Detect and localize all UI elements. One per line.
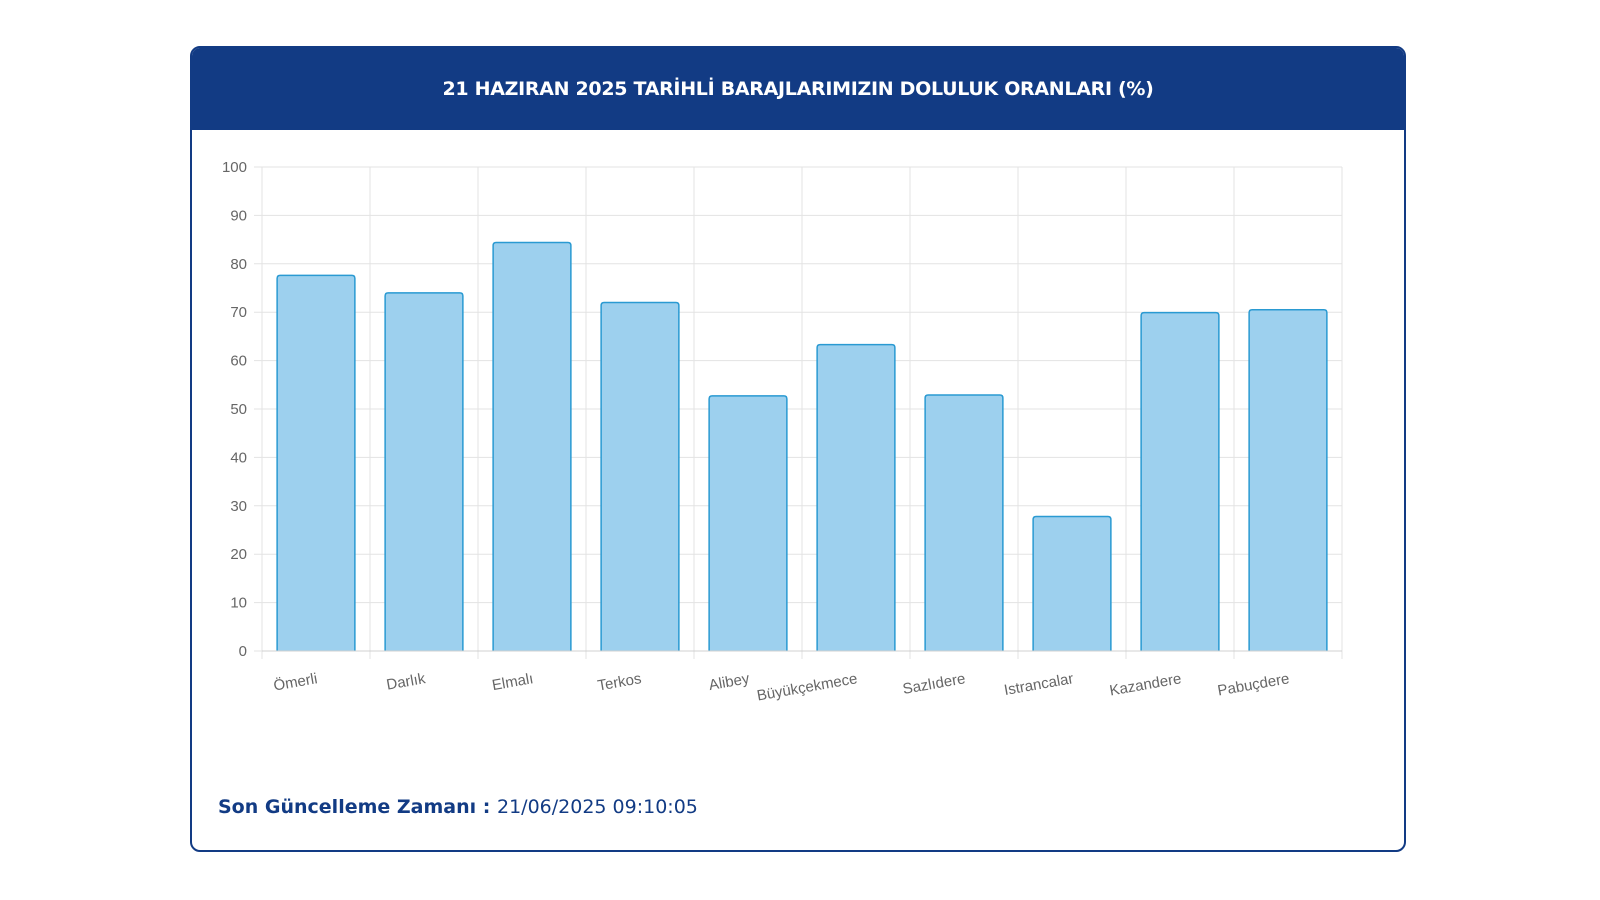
bar-fill xyxy=(1033,516,1111,651)
y-tick-label: 80 xyxy=(230,256,247,273)
bar-fill xyxy=(817,344,895,651)
bar-fill xyxy=(925,394,1003,651)
y-tick-label: 50 xyxy=(230,401,247,418)
x-tick-label: Büyükçekmece xyxy=(756,670,859,704)
bar-fill xyxy=(1249,309,1327,651)
bar xyxy=(276,274,356,651)
bar xyxy=(1140,311,1220,651)
y-tick-label: 90 xyxy=(230,207,247,224)
y-tick-label: 30 xyxy=(230,498,247,515)
bar xyxy=(1248,309,1328,651)
x-tick-label: Alibey xyxy=(708,670,752,694)
last-update-value: 21/06/2025 09:10:05 xyxy=(496,796,698,818)
bar xyxy=(708,395,788,651)
bar xyxy=(600,301,680,651)
chart-title: 21 HAZIRAN 2025 TARİHLİ BARAJLARIMIZIN D… xyxy=(442,78,1154,100)
y-tick-label: 40 xyxy=(230,449,247,466)
chart-card: 21 HAZIRAN 2025 TARİHLİ BARAJLARIMIZIN D… xyxy=(190,46,1406,852)
y-tick-label: 100 xyxy=(222,159,247,176)
bar-fill xyxy=(709,395,787,651)
bar-fill xyxy=(277,275,355,651)
x-tick-label: Sazlıdere xyxy=(901,670,966,698)
last-update: Son Güncelleme Zamanı : 21/06/2025 09:10… xyxy=(218,796,698,818)
x-tick-label: Elmalı xyxy=(491,670,535,694)
x-tick-label: Terkos xyxy=(596,670,642,694)
y-tick-label: 70 xyxy=(230,304,247,321)
card-header: 21 HAZIRAN 2025 TARİHLİ BARAJLARIMIZIN D… xyxy=(192,48,1404,130)
y-tick-label: 60 xyxy=(230,353,247,370)
bar xyxy=(384,292,464,651)
y-tick-label: 0 xyxy=(239,643,247,660)
bar xyxy=(924,394,1004,651)
bar-fill xyxy=(601,302,679,651)
x-tick-label: Ömerli xyxy=(272,669,319,694)
x-tick-label: Istrancalar xyxy=(1003,670,1075,699)
bar-chart: 0 10 20 30 40 50 60 70 80 90 100 Ömerli Darlık Elmalı… xyxy=(222,159,1343,705)
bar-fill xyxy=(385,292,463,651)
bar xyxy=(492,241,572,651)
x-tick-label: Pabuçdere xyxy=(1216,670,1290,699)
bar-fill xyxy=(493,242,571,651)
y-tick-label: 20 xyxy=(230,546,247,563)
x-tick-label: Kazandere xyxy=(1108,670,1182,699)
bar xyxy=(816,343,896,651)
bar xyxy=(1032,515,1112,651)
last-update-label: Son Güncelleme Zamanı xyxy=(218,796,477,818)
y-tick-label: 10 xyxy=(230,595,247,612)
bar-fill xyxy=(1141,312,1219,651)
x-tick-label: Darlık xyxy=(385,670,427,694)
last-update-separator: : xyxy=(476,796,497,818)
